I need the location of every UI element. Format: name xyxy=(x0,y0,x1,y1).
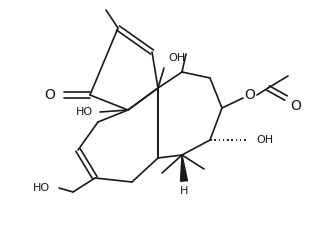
Text: OH: OH xyxy=(256,135,273,145)
Text: O: O xyxy=(45,88,55,102)
Text: O: O xyxy=(291,99,301,113)
Text: HO: HO xyxy=(32,183,50,193)
Text: OH: OH xyxy=(168,53,185,63)
Polygon shape xyxy=(180,155,188,181)
Text: O: O xyxy=(245,88,256,102)
Text: HO: HO xyxy=(75,107,92,117)
Text: H: H xyxy=(180,186,188,196)
